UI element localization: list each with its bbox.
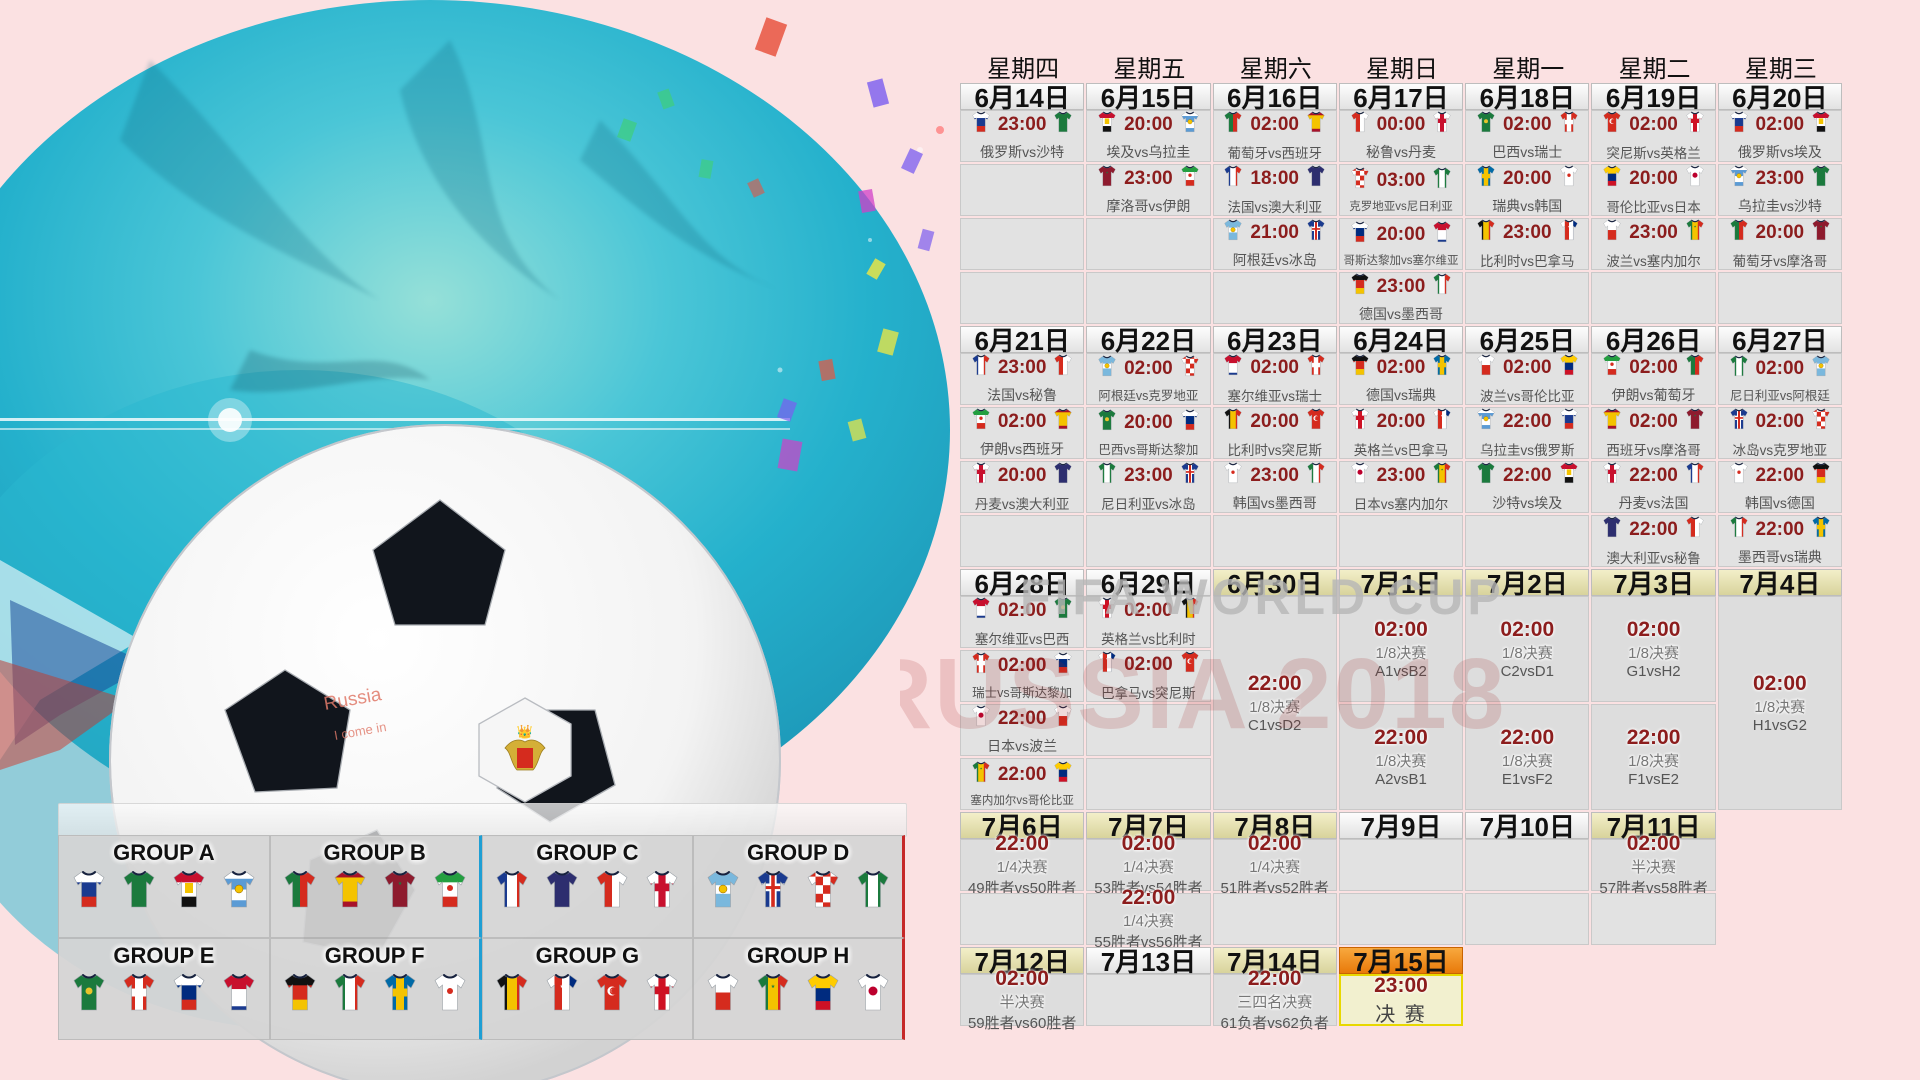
svg-text:☾: ☾	[610, 988, 614, 993]
svg-text:👑: 👑	[517, 724, 533, 739]
svg-text:★: ★	[771, 984, 776, 990]
svg-text:★: ★	[397, 881, 402, 887]
svg-text:★: ★	[560, 984, 565, 990]
